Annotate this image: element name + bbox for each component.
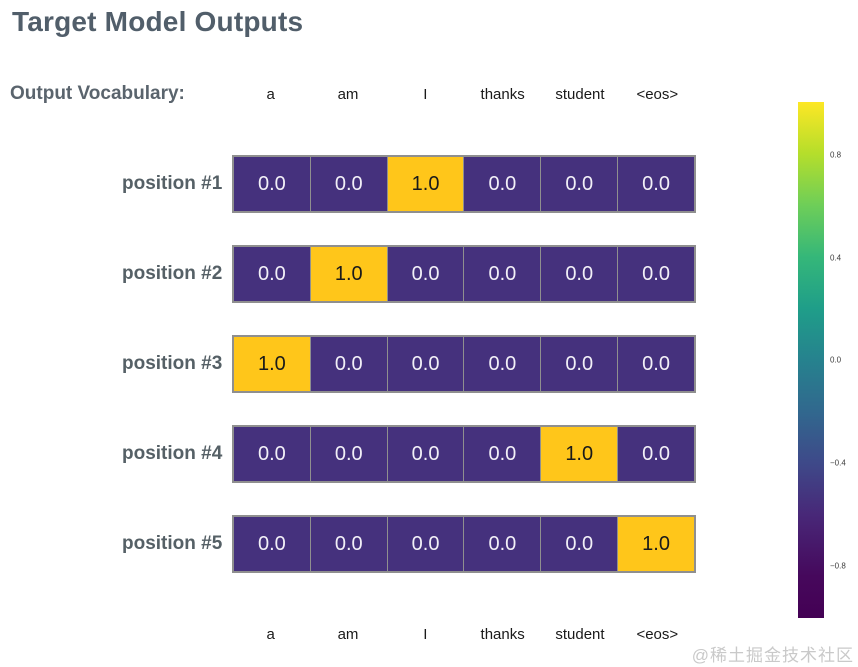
heatmap-cell: 0.0: [541, 157, 619, 211]
heatmap-cell: 0.0: [234, 517, 311, 571]
column-label: I: [423, 86, 428, 103]
colorbar-tick-label: 0.0: [830, 355, 842, 365]
colorbar-tick-label: 0.4: [830, 253, 842, 263]
column-label: student: [555, 86, 605, 103]
colorbar-gradient: 0.8 0.4 0.0 −0.4 −0.8: [798, 102, 846, 618]
row-label: position #4: [122, 443, 223, 464]
heatmap-cell: 0.0: [464, 157, 542, 211]
column-label: a: [266, 626, 275, 643]
heatmap-cell: 0.0: [234, 247, 311, 301]
row-cells: 0.0 0.0 0.0 0.0 1.0 0.0: [232, 425, 696, 483]
heatmap-cell: 0.0: [234, 427, 311, 481]
column-label: student: [555, 626, 605, 643]
colorbar-tick-label: 0.8: [830, 150, 842, 160]
colorbar-tick-label: −0.8: [830, 561, 846, 571]
heatmap-cell: 1.0: [618, 517, 694, 571]
column-label: I: [423, 626, 428, 643]
heatmap-row: position #2 0.0 1.0 0.0 0.0 0.0 0.0: [122, 245, 698, 303]
column-label: <eos>: [636, 86, 679, 103]
heatmap-cell: 0.0: [234, 157, 311, 211]
heatmap-cell: 0.0: [310, 427, 388, 481]
column-label: <eos>: [636, 626, 679, 643]
heatmap-cell: 0.0: [541, 517, 619, 571]
heatmap-cell: 0.0: [541, 337, 619, 391]
row-cells: 1.0 0.0 0.0 0.0 0.0 0.0: [232, 335, 696, 393]
heatmap-cell: 0.0: [618, 427, 694, 481]
heatmap-row: position #5 0.0 0.0 0.0 0.0 0.0 1.0: [122, 515, 698, 573]
heatmap-cell: 0.0: [464, 427, 542, 481]
output-vocabulary-label: Output Vocabulary:: [10, 83, 185, 104]
heatmap-cell: 0.0: [618, 247, 694, 301]
column-label: am: [337, 86, 359, 103]
heatmap-cell: 0.0: [464, 247, 542, 301]
colorbar-tick-label: −0.4: [830, 458, 846, 468]
watermark-text: @稀土掘金技术社区: [691, 646, 854, 665]
row-cells: 0.0 0.0 0.0 0.0 0.0 1.0: [232, 515, 696, 573]
column-label: thanks: [480, 626, 525, 643]
heatmap-cell: 0.0: [310, 517, 388, 571]
heatmap-cell: 1.0: [310, 247, 388, 301]
heatmap-cell: 0.0: [618, 157, 694, 211]
heatmap-cell: 1.0: [387, 157, 465, 211]
heatmap-row: position #1 0.0 0.0 1.0 0.0 0.0 0.0: [122, 155, 698, 213]
column-label: am: [337, 626, 359, 643]
heatmap-cell: 0.0: [464, 337, 542, 391]
heatmap-row: position #4 0.0 0.0 0.0 0.0 1.0 0.0: [122, 425, 698, 483]
heatmap-cell: 0.0: [541, 247, 619, 301]
heatmap-cell: 0.0: [310, 157, 388, 211]
row-cells: 0.0 1.0 0.0 0.0 0.0 0.0: [232, 245, 696, 303]
heatmap-cell: 1.0: [541, 427, 619, 481]
row-label: position #1: [122, 173, 223, 194]
figure-title: Target Model Outputs: [12, 6, 304, 37]
heatmap-cell: 0.0: [387, 517, 465, 571]
heatmap-cell: 1.0: [234, 337, 311, 391]
row-label: position #5: [122, 533, 223, 554]
row-label: position #2: [122, 263, 223, 284]
heatmap-cell: 0.0: [387, 337, 465, 391]
column-label: a: [266, 86, 275, 103]
heatmap-cell: 0.0: [310, 337, 388, 391]
heatmap-cell: 0.0: [387, 427, 465, 481]
heatmap-cell: 0.0: [464, 517, 542, 571]
heatmap-row: position #3 1.0 0.0 0.0 0.0 0.0 0.0: [122, 335, 698, 393]
row-label: position #3: [122, 353, 223, 374]
heatmap-cell: 0.0: [387, 247, 465, 301]
row-cells: 0.0 0.0 1.0 0.0 0.0 0.0: [232, 155, 696, 213]
heatmap-cell: 0.0: [618, 337, 694, 391]
column-label: thanks: [480, 86, 525, 103]
